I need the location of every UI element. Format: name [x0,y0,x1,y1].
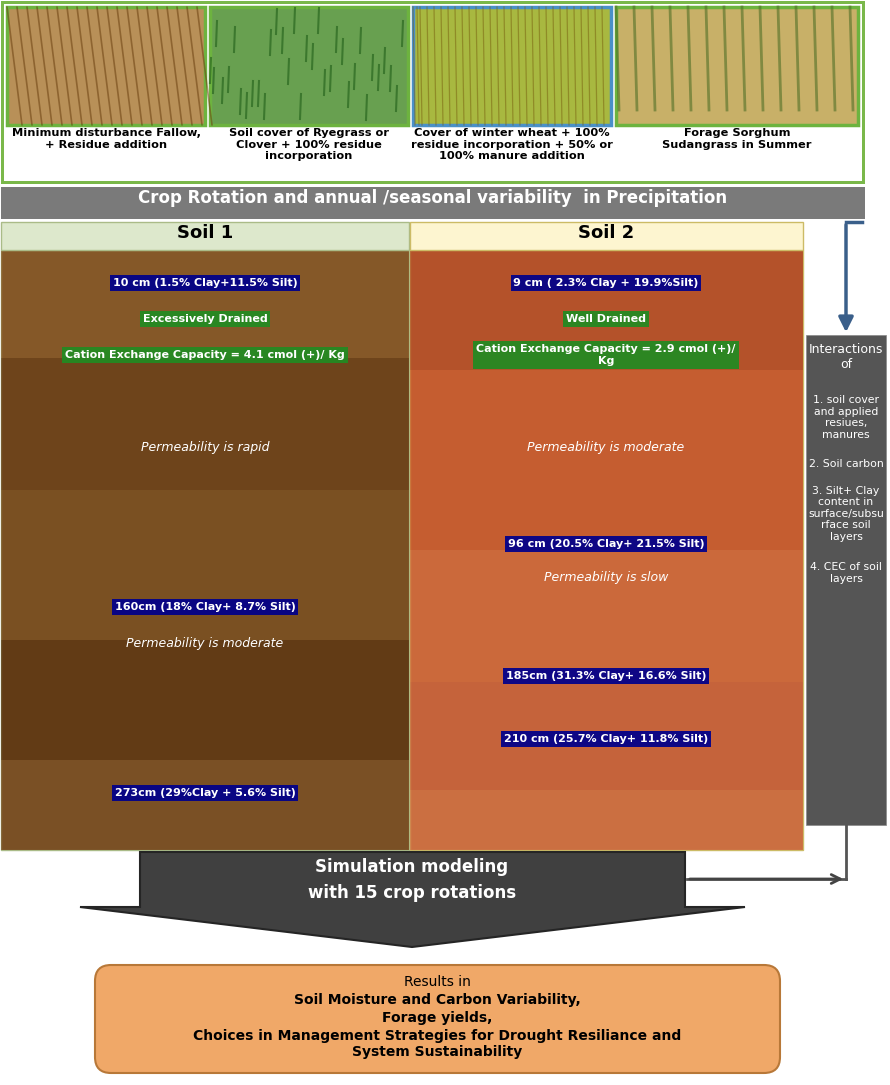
Bar [1,250,409,358]
Bar [1,1,865,184]
Text: Permeability is rapid: Permeability is rapid [141,442,270,455]
Bar [413,7,611,125]
Bar [410,222,803,250]
Text: Permeability is moderate: Permeability is moderate [126,637,284,650]
Text: Forage yields,: Forage yields, [382,1011,492,1025]
Text: Simulation modeling: Simulation modeling [315,858,508,876]
Text: Soil cover of Ryegrass or
Clover + 100% residue
incorporation: Soil cover of Ryegrass or Clover + 100% … [229,128,389,162]
Text: Minimum disturbance Fallow,
+ Residue addition: Minimum disturbance Fallow, + Residue ad… [12,128,200,150]
Text: 160cm (18% Clay+ 8.7% Silt): 160cm (18% Clay+ 8.7% Silt) [115,602,295,612]
Text: Cover of winter wheat + 100%
residue incorporation + 50% or
100% manure addition: Cover of winter wheat + 100% residue inc… [411,128,613,162]
Text: 3. Silt+ Clay
content in
surface/subsu
rface soil
layers: 3. Silt+ Clay content in surface/subsu r… [808,485,884,541]
Text: Permeability is moderate: Permeability is moderate [528,442,684,455]
Text: Interactions
of: Interactions of [809,343,883,371]
Text: 4. CEC of soil
layers: 4. CEC of soil layers [810,562,882,584]
Bar [1,490,409,640]
Bar [1,640,409,760]
Text: Cation Exchange Capacity = 4.1 cmol (+)/ Kg: Cation Exchange Capacity = 4.1 cmol (+)/… [65,350,345,360]
Text: 9 cm ( 2.3% Clay + 19.9%Silt): 9 cm ( 2.3% Clay + 19.9%Silt) [514,278,699,288]
Text: 2. Soil carbon: 2. Soil carbon [809,459,884,469]
Bar [1,358,409,490]
FancyBboxPatch shape [95,965,780,1073]
Text: Soil 1: Soil 1 [177,224,233,242]
Text: Crop Rotation and annual /seasonal variability  in Precipitation: Crop Rotation and annual /seasonal varia… [139,189,727,207]
Bar [7,7,205,125]
Text: Well Drained: Well Drained [566,314,646,324]
Polygon shape [80,852,745,947]
Bar [616,7,858,125]
Text: Soil Moisture and Carbon Variability,: Soil Moisture and Carbon Variability, [294,993,580,1007]
Text: Soil 2: Soil 2 [578,224,634,242]
Bar [4,4,862,181]
Text: Cation Exchange Capacity = 2.9 cmol (+)/
Kg: Cation Exchange Capacity = 2.9 cmol (+)/… [476,344,736,366]
Text: 96 cm (20.5% Clay+ 21.5% Silt): 96 cm (20.5% Clay+ 21.5% Silt) [507,539,704,549]
Bar [410,682,803,790]
Text: 10 cm (1.5% Clay+11.5% Silt): 10 cm (1.5% Clay+11.5% Silt) [113,278,297,288]
Bar [806,335,886,825]
Text: Forage Sorghum
Sudangrass in Summer: Forage Sorghum Sudangrass in Summer [662,128,812,150]
Bar [210,7,408,125]
Bar [1,760,409,850]
Bar [410,550,803,682]
Bar [410,790,803,850]
Text: Results in: Results in [403,975,471,990]
Bar [1,222,409,250]
Text: 185cm (31.3% Clay+ 16.6% Silt): 185cm (31.3% Clay+ 16.6% Silt) [506,671,707,681]
Text: 1. soil cover
and applied
resiues,
manures: 1. soil cover and applied resiues, manur… [813,395,879,439]
Bar [410,250,803,850]
Text: Permeability is slow: Permeability is slow [544,571,668,584]
Bar [1,187,865,219]
Text: 273cm (29%Clay + 5.6% Silt): 273cm (29%Clay + 5.6% Silt) [115,788,295,797]
Bar [410,250,803,370]
Text: Choices in Management Strategies for Drought Resiliance and
System Sustainabilit: Choices in Management Strategies for Dro… [193,1029,681,1059]
Bar [410,370,803,550]
Bar [1,250,409,850]
Text: Excessively Drained: Excessively Drained [142,314,267,324]
Text: with 15 crop rotations: with 15 crop rotations [308,884,516,902]
Text: 210 cm (25.7% Clay+ 11.8% Silt): 210 cm (25.7% Clay+ 11.8% Silt) [504,733,708,744]
